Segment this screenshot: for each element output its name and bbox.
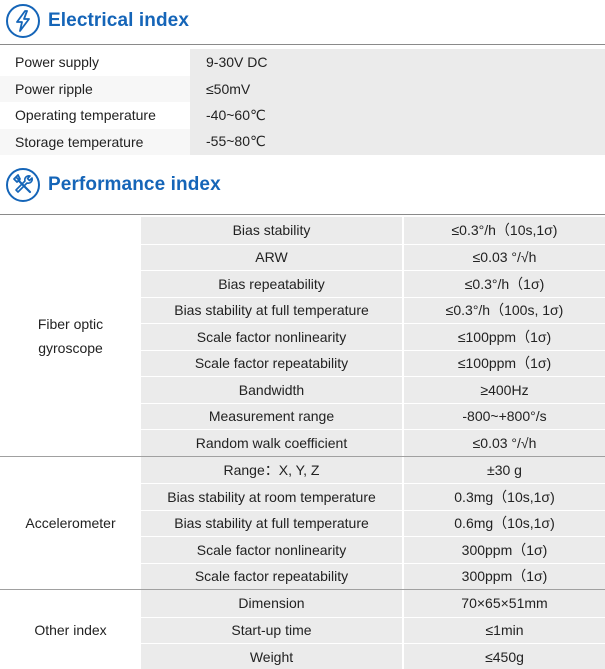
param-value: -55~80℃ (190, 128, 605, 155)
group-name: Other index (0, 590, 141, 669)
param-name: Range：X, Y, Z (141, 456, 404, 483)
performance-table: Fiber optic gyroscope Bias stability ≤0.3… (0, 217, 605, 669)
table-row: Start-up time ≤1min (141, 616, 605, 643)
param-name: Measurement range (141, 402, 404, 429)
param-name: ARW (141, 243, 404, 270)
table-row: Operating temperature -40~60℃ (0, 102, 605, 129)
table-row: Bias stability at room temperature 0.3mg（… (141, 483, 605, 510)
table-row: Scale factor repeatability ≤100ppm（1σ) (141, 349, 605, 376)
table-row: Scale factor nonlinearity ≤100ppm（1σ) (141, 323, 605, 350)
param-name: Scale factor repeatability (141, 349, 404, 376)
table-row: Storage temperature -55~80℃ (0, 128, 605, 155)
table-row: Measurement range -800~+800°/s (141, 402, 605, 429)
param-name: Dimension (141, 590, 404, 617)
param-name: Storage temperature (0, 128, 190, 155)
param-value: ≤100ppm（1σ) (404, 349, 605, 376)
table-row: Bias stability ≤0.3°/h（10s,1σ) (141, 217, 605, 244)
param-value: ≤50mV (190, 75, 605, 102)
group-name-line1: Other index (34, 621, 107, 638)
param-value: ≤1min (404, 616, 605, 643)
param-name: Bias repeatability (141, 270, 404, 297)
param-name: Scale factor nonlinearity (141, 323, 404, 350)
group-name: Fiber optic gyroscope (0, 217, 141, 456)
electrical-title: Electrical index (48, 10, 190, 31)
table-row: Scale factor nonlinearity 300ppm（1σ) (141, 536, 605, 563)
param-name: Bandwidth (141, 376, 404, 403)
param-value: ≤0.3°/h（1σ) (404, 270, 605, 297)
param-name: Scale factor repeatability (141, 562, 404, 589)
table-row: Dimension 70×65×51mm (141, 590, 605, 617)
param-value: ≤100ppm（1σ) (404, 323, 605, 350)
group-name-line1: Accelerometer (25, 514, 116, 531)
electrical-rule (0, 44, 605, 45)
group-name: Accelerometer (0, 457, 141, 590)
table-row: Weight ≤450g (141, 643, 605, 669)
param-name: Random walk coefficient (141, 429, 404, 456)
lightning-icon (6, 4, 40, 38)
param-value: 300ppm（1σ) (404, 562, 605, 589)
param-value: ≤0.3°/h（100s, 1σ) (404, 296, 605, 323)
param-name: Operating temperature (15, 107, 156, 124)
performance-rule (0, 214, 605, 215)
param-value: -800~+800°/s (404, 402, 605, 429)
param-name: Bias stability at room temperature (141, 483, 404, 510)
param-value: ≤450g (404, 643, 605, 669)
param-name: Scale factor nonlinearity (141, 536, 404, 563)
param-name: Bias stability at full temperature (141, 296, 404, 323)
table-row: Scale factor repeatability 300ppm（1σ) (141, 562, 605, 589)
param-value: 0.3mg（10s,1σ) (404, 483, 605, 510)
group-name-line1: Fiber optic (37, 316, 104, 333)
wrench-screwdriver-icon (6, 168, 40, 202)
table-row: Bias repeatability ≤0.3°/h（1σ) (141, 270, 605, 297)
table-row: Power ripple ≤50mV (0, 75, 605, 102)
group-accelerometer: Accelerometer Range：X, Y, Z ±30 g Bias st… (0, 456, 605, 590)
param-value: ≥400Hz (404, 376, 605, 403)
group-name-line2: gyroscope (38, 340, 103, 357)
param-value: ≤0.3°/h（10s,1σ) (404, 217, 605, 244)
electrical-header: Electrical index (6, 4, 189, 38)
param-value: -40~60℃ (190, 102, 605, 129)
param-value: ≤0.03 °/√h (404, 429, 605, 456)
param-value: ±30 g (404, 456, 605, 483)
table-row: Random walk coefficient ≤0.03 °/√h (141, 429, 605, 456)
table-row: Power supply 9-30V DC (0, 49, 605, 76)
param-name: Bias stability (141, 217, 404, 244)
param-value: 300ppm（1σ) (404, 536, 605, 563)
param-value: ≤0.03 °/√h (404, 243, 605, 270)
table-row: Bandwidth ≥400Hz (141, 376, 605, 403)
group-other-index: Other index Dimension 70×65×51mm Start-up… (0, 590, 605, 669)
table-row: Bias stability at full temperature 0.6mg（… (141, 509, 605, 536)
table-row: Bias stability at full temperature ≤0.3°/… (141, 296, 605, 323)
table-row: ARW ≤0.03 °/√h (141, 243, 605, 270)
group-fiber-optic-gyroscope: Fiber optic gyroscope Bias stability ≤0.3… (0, 217, 605, 457)
param-name: Power supply (15, 54, 100, 71)
param-value: 9-30V DC (190, 49, 605, 76)
param-name: Weight (141, 643, 404, 669)
performance-header: Performance index (6, 168, 221, 202)
param-name: Bias stability at full temperature (141, 509, 404, 536)
param-value: 70×65×51mm (404, 590, 605, 617)
electrical-table: Power supply 9-30V DC Power ripple ≤50mV… (0, 49, 605, 155)
table-row: Range：X, Y, Z ±30 g (141, 456, 605, 483)
param-name: Power ripple (0, 75, 190, 102)
param-name: Start-up time (141, 616, 404, 643)
param-value: 0.6mg（10s,1σ) (404, 509, 605, 536)
performance-title: Performance index (48, 174, 221, 195)
